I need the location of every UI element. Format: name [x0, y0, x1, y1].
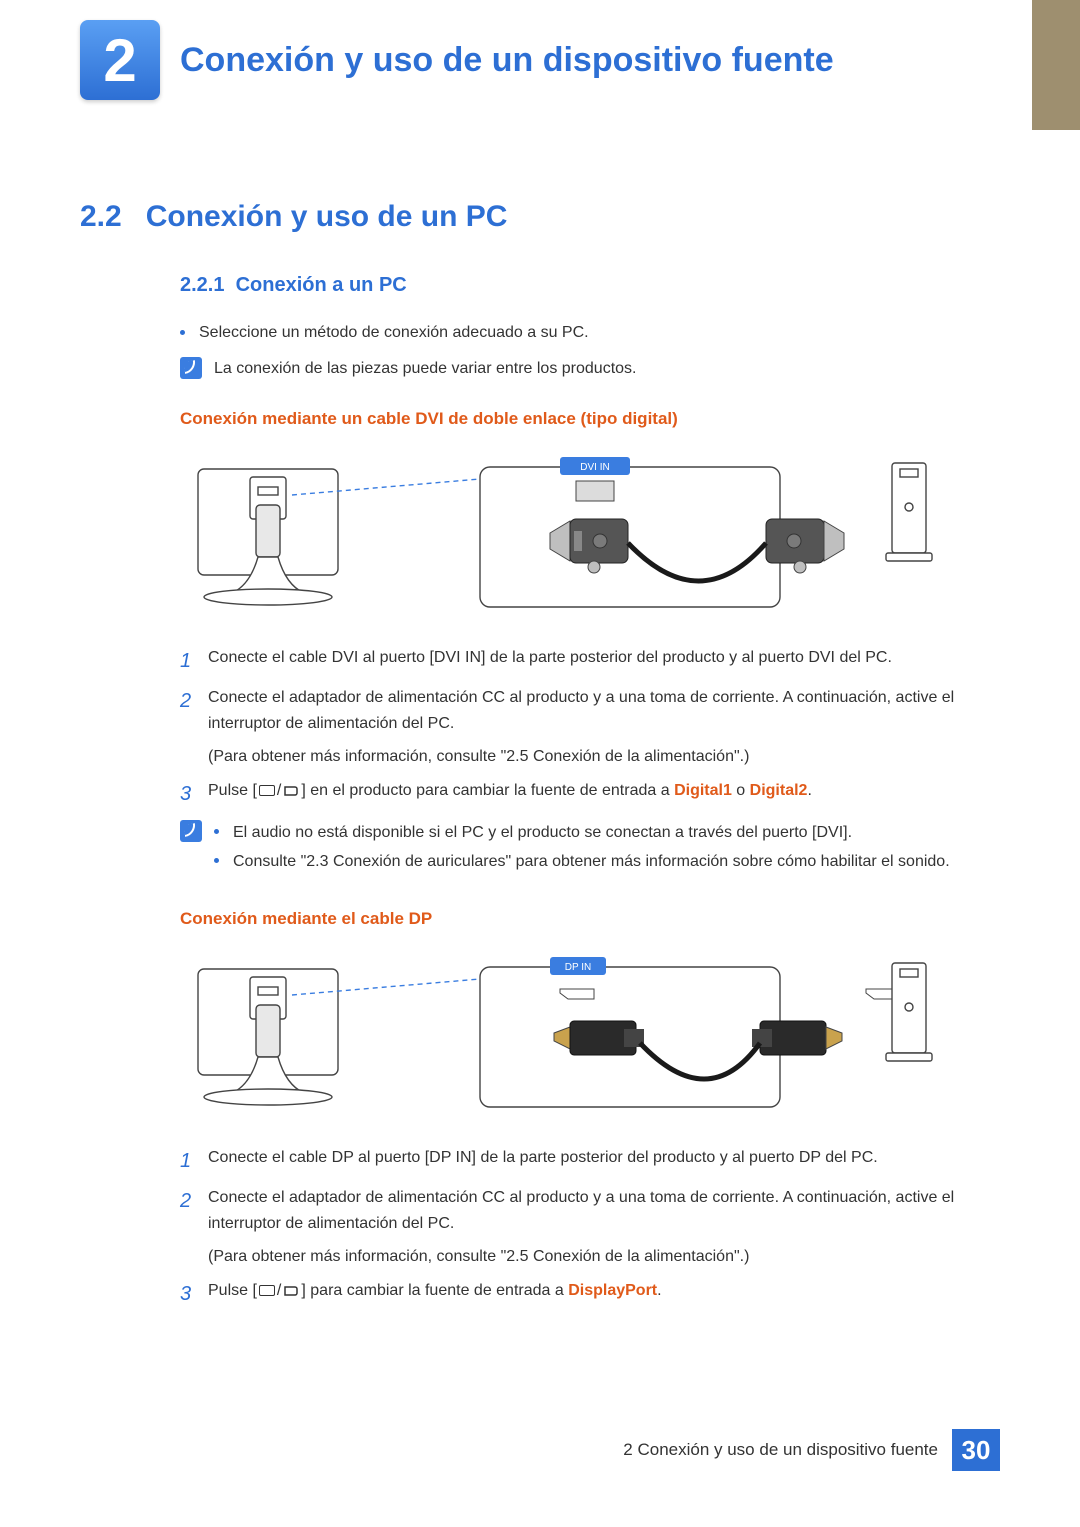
- subsection-title: Conexión a un PC: [236, 274, 407, 296]
- dp-step-3-row: 3 Pulse [/] para cambiar la fuente de en…: [180, 1278, 1000, 1310]
- chapter-title: Conexión y uso de un dispositivo fuente: [180, 41, 834, 80]
- dp-step-1: 1Conecte el cable DP al puerto [DP IN] d…: [180, 1145, 1000, 1177]
- footer-text: 2 Conexión y uso de un dispositivo fuent…: [623, 1440, 938, 1460]
- dvi-step3-hl1: Digital1: [674, 782, 732, 799]
- dvi-step-2: 2Conecte el adaptador de alimentación CC…: [180, 685, 1000, 736]
- dvi-note-b: Consulte "2.3 Conexión de auriculares" p…: [233, 849, 950, 875]
- dvi-step-3: 3 Pulse [/] en el producto para cambiar …: [180, 778, 1000, 810]
- intro-note-text: La conexión de las piezas puede variar e…: [214, 357, 636, 381]
- dp-diagram: DP IN: [180, 947, 940, 1127]
- section-number: 2.2: [80, 200, 122, 233]
- subsection-number: 2.2.1: [180, 274, 224, 296]
- side-stripe: [1032, 0, 1080, 130]
- dp-step3-end: .: [657, 1282, 661, 1299]
- dvi-step-3-row: 3 Pulse [/] en el producto para cambiar …: [180, 778, 1000, 810]
- dp-heading: Conexión mediante el cable DP: [180, 909, 1000, 929]
- dp-step3-a: Pulse [: [208, 1282, 257, 1299]
- dvi-step3-a: Pulse [: [208, 782, 257, 799]
- source-button-icon: /: [259, 778, 299, 804]
- dvi-step3-hl2: Digital2: [750, 782, 808, 799]
- dp-port-label: DP IN: [565, 962, 592, 973]
- footer-page-number: 30: [952, 1429, 1000, 1471]
- dvi-step3-end: .: [807, 782, 811, 799]
- section-heading: 2.2 Conexión y uso de un PC: [80, 200, 1000, 234]
- subsection-heading: 2.2.1 Conexión a un PC: [180, 274, 1000, 297]
- dvi-heading: Conexión mediante un cable DVI de doble …: [180, 409, 1000, 429]
- dp-step3-hl: DisplayPort: [568, 1282, 657, 1299]
- bullet-dot-icon: [180, 330, 185, 335]
- chapter-header: 2 Conexión y uso de un dispositivo fuent…: [80, 0, 1000, 100]
- dvi-steps: 1Conecte el cable DVI al puerto [DVI IN]…: [180, 645, 1000, 736]
- chapter-number-badge: 2: [80, 20, 160, 100]
- dvi-notes: El audio no está disponible si el PC y e…: [180, 820, 1000, 879]
- dp-steps: 1Conecte el cable DP al puerto [DP IN] d…: [180, 1145, 1000, 1236]
- note-icon: [180, 820, 202, 842]
- dp-step-3: 3 Pulse [/] para cambiar la fuente de en…: [180, 1278, 1000, 1310]
- note-icon: [180, 357, 202, 379]
- dvi-port-label: DVI IN: [580, 462, 609, 473]
- intro-bullet: Seleccione un método de conexión adecuad…: [180, 321, 1000, 345]
- section-title: Conexión y uso de un PC: [146, 200, 508, 233]
- dvi-note-a: El audio no está disponible si el PC y e…: [233, 820, 852, 846]
- dvi-step3-mid: o: [732, 782, 750, 799]
- dvi-diagram: DVI IN: [180, 447, 940, 627]
- bullet-dot-icon: [214, 829, 219, 834]
- dvi-step-2-paren: (Para obtener más información, consulte …: [208, 744, 1000, 770]
- page-footer: 2 Conexión y uso de un dispositivo fuent…: [623, 1429, 1000, 1471]
- dp-step-2-paren: (Para obtener más información, consulte …: [208, 1244, 1000, 1270]
- dp-step-2: 2Conecte el adaptador de alimentación CC…: [180, 1185, 1000, 1236]
- dp-step3-b: ] para cambiar la fuente de entrada a: [301, 1282, 568, 1299]
- dvi-step-1: 1Conecte el cable DVI al puerto [DVI IN]…: [180, 645, 1000, 677]
- source-button-icon: /: [259, 1278, 299, 1304]
- intro-note: La conexión de las piezas puede variar e…: [180, 357, 1000, 381]
- dvi-step3-b: ] en el producto para cambiar la fuente …: [301, 782, 674, 799]
- intro-bullet-text: Seleccione un método de conexión adecuad…: [199, 321, 589, 345]
- bullet-dot-icon: [214, 858, 219, 863]
